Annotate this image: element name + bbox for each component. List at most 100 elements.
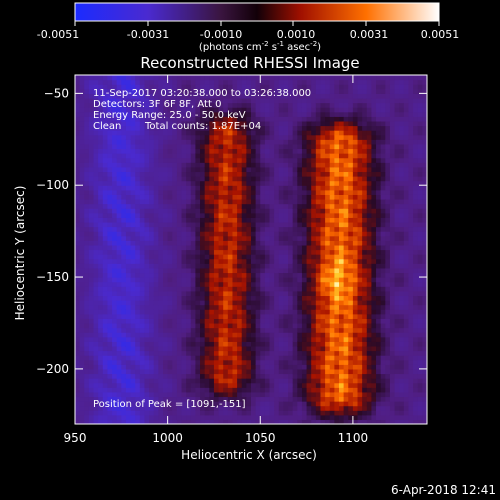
heatmap-cell [301,281,308,287]
heatmap-cell [121,341,127,347]
heatmap-cell [121,88,127,94]
heatmap-cell [84,235,90,241]
heatmap-cell [274,364,280,370]
heatmap-cell [218,212,224,218]
heatmap-cell [246,212,252,218]
heatmap-cell [227,359,234,365]
heatmap-cell [93,125,99,131]
heatmap-cell [125,258,132,264]
heatmap-cell [112,304,118,310]
heatmap-cell [320,355,326,361]
heatmap-cell [366,162,373,168]
heatmap-cell [181,355,187,361]
heatmap-cell [274,368,280,375]
heatmap-cell [227,203,234,209]
heatmap-cell [343,341,349,347]
heatmap-cell [176,322,183,329]
heatmap-cell [186,221,192,228]
heatmap-cell [125,254,132,260]
heatmap-cell [176,166,183,173]
heatmap-cell [329,143,335,150]
heatmap-cell [75,332,81,338]
heatmap-cell [320,143,326,150]
heatmap-cell [158,185,164,191]
heatmap-cell [246,401,252,407]
heatmap-cell [144,368,150,375]
heatmap-cell [195,396,201,402]
heatmap-cell [88,143,95,150]
heatmap-cell [135,368,141,375]
heatmap-cell [176,364,183,370]
heatmap-cell [339,162,345,168]
heatmap-cell [190,327,197,333]
heatmap-cell [301,139,308,145]
heatmap-cell [366,254,373,260]
heatmap-cell [102,75,109,81]
heatmap-cell [88,336,95,342]
heatmap-cell [195,318,201,324]
heatmap-cell [301,419,308,424]
heatmap-cell [371,157,377,163]
heatmap-cell [329,277,335,283]
heatmap-cell [190,290,197,297]
heatmap-cell [288,153,294,159]
heatmap-cell [176,157,183,163]
heatmap-cell [292,93,298,99]
heatmap-cell [112,97,118,104]
heatmap-cell [320,120,326,127]
heatmap-cell [260,162,266,168]
heatmap-cell [204,313,210,319]
heatmap-cell [311,185,317,191]
heatmap-cell [278,414,285,421]
heatmap-cell [209,263,215,269]
heatmap-cell [227,157,234,163]
heatmap-cell [343,244,349,251]
heatmap-cell [334,88,340,94]
heatmap-cell [315,327,322,333]
heatmap-cell [283,139,289,145]
heatmap-cell [139,120,146,127]
heatmap-cell [371,162,377,168]
heatmap-cell [204,322,210,329]
heatmap-cell [204,176,210,182]
heatmap-cell [195,313,201,319]
heatmap-cell [325,148,331,154]
heatmap-cell [98,226,104,232]
heatmap-cell [116,373,122,379]
heatmap-cell [98,405,104,411]
heatmap-cell [227,414,234,421]
heatmap-cell [121,345,127,352]
heatmap-cell [334,419,340,424]
heatmap-cell [125,295,132,301]
heatmap-cell [163,79,169,85]
heatmap-cell [190,203,197,209]
heatmap-cell [269,410,275,416]
heatmap-cell [167,327,173,333]
heatmap-cell [334,300,340,306]
heatmap-cell [107,120,113,127]
heatmap-cell [158,258,164,264]
heatmap-cell [79,373,85,379]
heatmap-cell [311,350,317,356]
heatmap-cell [213,410,220,416]
heatmap-cell [274,194,280,200]
heatmap-cell [237,208,243,214]
heatmap-cell [190,336,197,342]
heatmap-cell [362,249,368,255]
heatmap-cell [195,162,201,168]
heatmap-cell [213,162,220,168]
heatmap-cell [121,143,127,150]
heatmap-cell [339,254,345,260]
heatmap-cell [130,318,136,324]
heatmap-cell [227,373,234,379]
heatmap-cell [283,350,289,356]
heatmap-cell [200,226,206,232]
heatmap-cell [121,391,127,398]
heatmap-cell [172,166,178,173]
heatmap-cell [288,309,294,315]
heatmap-cell [352,295,359,301]
heatmap-cell [172,373,178,379]
heatmap-cell [130,111,136,117]
heatmap-cell [255,153,261,159]
heatmap-cell [176,267,183,274]
